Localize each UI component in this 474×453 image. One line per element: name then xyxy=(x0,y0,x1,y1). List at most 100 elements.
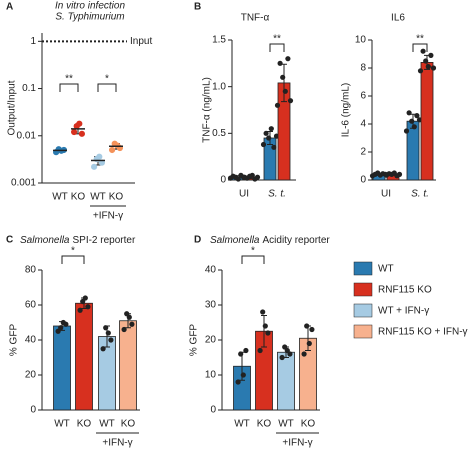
data-point xyxy=(274,102,281,108)
legend-label: RNF115 KO + IFN-γ xyxy=(378,327,468,338)
data-point xyxy=(414,113,420,119)
x-tick-label: WT xyxy=(99,419,115,430)
y-axis-label: IL-6 (ng/mL) xyxy=(341,83,352,137)
x-tick-label: S. t. xyxy=(268,189,286,200)
chart-title: In vitro infection xyxy=(55,1,125,12)
data-point xyxy=(257,347,263,354)
bar xyxy=(420,62,434,181)
x-tick-label: KO xyxy=(71,192,86,203)
y-axis-label: % GFP xyxy=(9,324,20,357)
data-point xyxy=(91,163,98,170)
data-point xyxy=(109,146,116,154)
y-axis-label: Output/Input xyxy=(7,80,18,135)
data-point xyxy=(82,295,88,301)
x-tick-label: KO xyxy=(301,419,316,430)
y-tick-label: 1 xyxy=(30,36,36,47)
legend-swatch xyxy=(353,282,373,297)
x-tick-label: KO xyxy=(121,419,136,430)
x-tick-label: KO xyxy=(257,419,272,430)
panel-letter: B xyxy=(194,2,201,13)
y-axis-label: TNF-α (ng/mL) xyxy=(202,77,213,143)
data-point xyxy=(262,323,268,329)
data-point xyxy=(403,128,410,134)
panel-letter: C xyxy=(6,235,13,246)
significance-bracket xyxy=(241,255,265,264)
data-point xyxy=(129,321,135,327)
group-label: +IFN-γ xyxy=(282,438,312,449)
x-tick-label: UI xyxy=(239,189,249,200)
error-bar xyxy=(261,315,267,348)
y-tick-label: 60 xyxy=(25,300,37,311)
y-tick-label: 8 xyxy=(360,63,366,74)
x-tick-label: WT xyxy=(234,419,250,430)
reference-label: Input xyxy=(130,36,152,47)
legend-swatch xyxy=(353,261,373,276)
panel: IL6 IL-6 (ng/mL) 0 2 4 6 8 10 UI S. t. ** xyxy=(341,13,437,200)
data-point xyxy=(63,321,69,327)
data-point xyxy=(103,325,109,331)
y-tick-label: 40 xyxy=(25,335,37,346)
legend-label: WT + IFN-γ xyxy=(378,306,429,317)
x-tick-label: WT xyxy=(278,419,294,430)
data-point xyxy=(287,351,293,357)
y-tick-label: 0.5 xyxy=(212,128,226,139)
data-point xyxy=(428,52,434,59)
significance-label: ** xyxy=(65,74,73,85)
data-point xyxy=(77,307,83,313)
data-point xyxy=(285,56,291,62)
legend: WT RNF115 KO WT + IFN-γ RNF115 KO + IFN-γ xyxy=(353,261,468,339)
chart-title: S. Typhimurium xyxy=(55,12,124,23)
significance-label: * xyxy=(105,74,109,85)
legend-swatch xyxy=(353,303,373,318)
data-point xyxy=(85,304,91,310)
group-label: +IFN-γ xyxy=(93,211,123,222)
data-point xyxy=(235,379,241,385)
data-point xyxy=(254,174,261,180)
y-tick-label: 0.01 xyxy=(17,130,37,141)
data-point xyxy=(287,98,294,104)
data-point xyxy=(58,325,64,331)
y-tick-label: 0 xyxy=(210,405,216,416)
significance-bracket xyxy=(412,43,428,52)
panel: D Salmonella Acidity reporter % GFP 0 10 20 30 4… xyxy=(189,235,331,449)
x-tick-label: UI xyxy=(381,189,391,200)
data-point xyxy=(260,141,267,148)
data-point xyxy=(406,110,412,116)
y-tick-label: 30 xyxy=(205,300,217,311)
data-point xyxy=(277,60,283,66)
legend-label: RNF115 KO xyxy=(378,285,432,296)
data-point xyxy=(78,130,86,137)
title-italic: Salmonella xyxy=(20,235,70,246)
legend-label: WT xyxy=(378,264,394,275)
data-point xyxy=(76,120,83,127)
data-point xyxy=(420,48,426,54)
y-tick-label: 0 xyxy=(30,405,36,416)
y-tick-label: 40 xyxy=(205,265,217,276)
data-point xyxy=(411,124,417,130)
chart-title: Salmonella SPI-2 reporter xyxy=(20,235,136,246)
data-point xyxy=(425,64,431,70)
data-point xyxy=(240,372,246,378)
chart-title: IL6 xyxy=(391,13,405,24)
data-point xyxy=(279,354,285,361)
y-tick-label: 80 xyxy=(25,265,37,276)
panel-letter: D xyxy=(194,235,201,246)
data-point xyxy=(105,330,111,336)
bar xyxy=(53,325,71,411)
bar xyxy=(277,351,295,411)
y-tick-label: 20 xyxy=(205,335,217,346)
x-tick-label: WT xyxy=(90,192,106,203)
y-tick-label: 0.1 xyxy=(22,83,36,94)
data-point xyxy=(301,351,307,357)
x-tick-label: S. t. xyxy=(411,189,429,200)
panel-letter: A xyxy=(6,2,13,13)
y-tick-label: 1.0 xyxy=(212,81,226,92)
y-tick-label: 2 xyxy=(360,147,366,158)
data-point xyxy=(235,176,241,182)
data-point xyxy=(396,171,403,177)
data-point xyxy=(263,130,269,136)
significance-label: ** xyxy=(416,34,424,45)
data-point xyxy=(417,68,424,74)
significance-bracket xyxy=(61,255,85,264)
